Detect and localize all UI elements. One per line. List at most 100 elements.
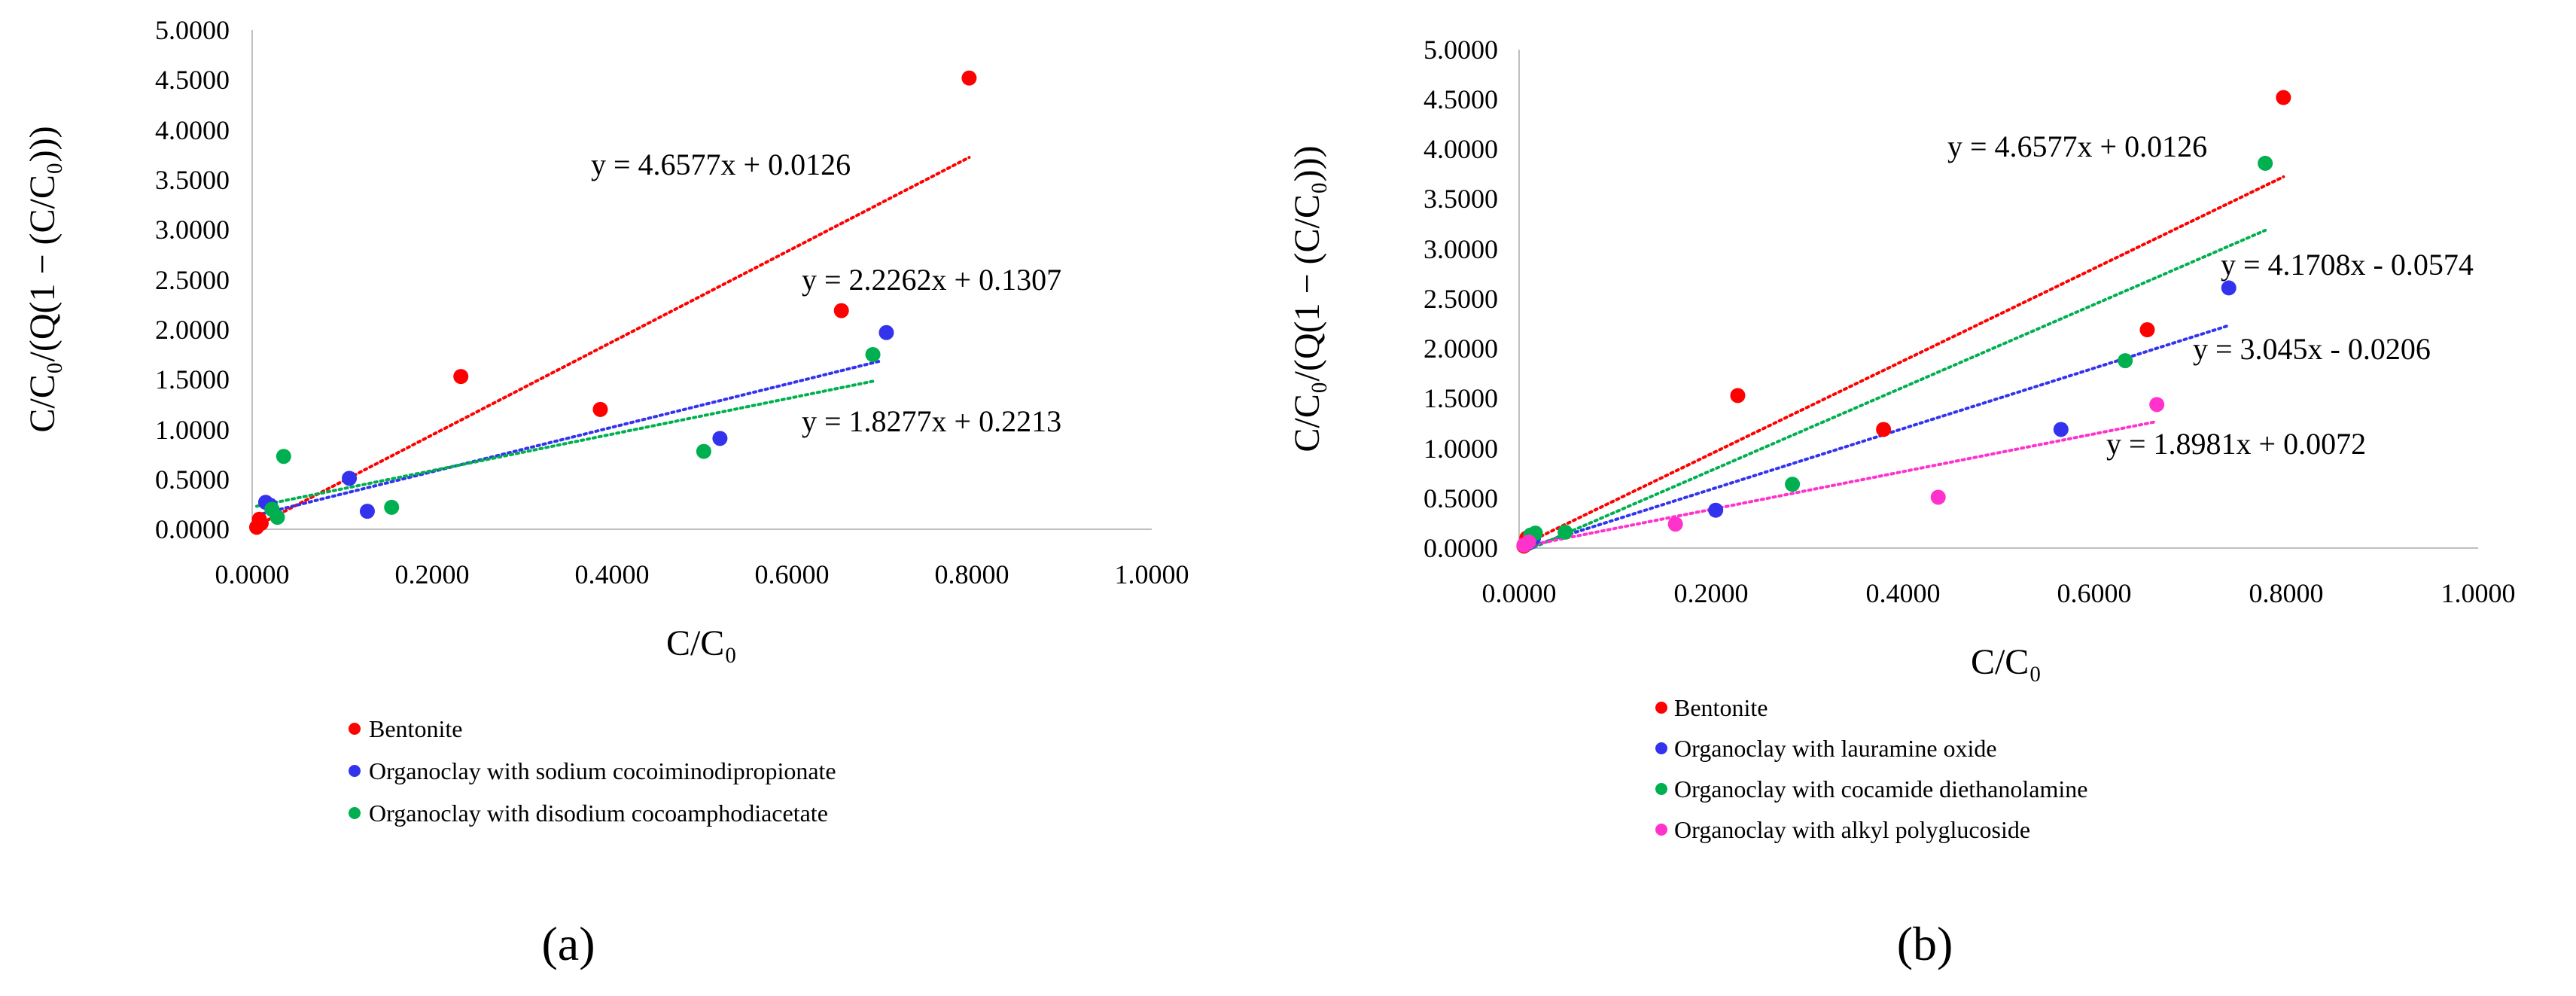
chart-a-legend-marker-cocoiminodipropionate bbox=[349, 765, 361, 777]
chart-a-point-series-1-4 bbox=[712, 431, 728, 446]
chart-a-x-tick: 0.2000 bbox=[395, 559, 470, 589]
chart-a-equation-cocoamphodiacetate: y = 1.8277x + 0.2213 bbox=[802, 404, 1061, 438]
chart-a-trendline-series-2 bbox=[254, 379, 875, 508]
chart-b-trendline-series-2 bbox=[1527, 228, 2267, 552]
chart-b: 0.0000 0.5000 1.0000 1.5000 2.0000 2.500… bbox=[1287, 35, 2516, 970]
chart-b-legend-marker-cocamide bbox=[1655, 783, 1667, 795]
chart-a-point-series-2-3 bbox=[384, 499, 400, 515]
chart-b-y-tick: 4.5000 bbox=[1423, 84, 1498, 114]
chart-a-legend-marker-cocoamphodiacetate bbox=[349, 807, 361, 819]
chart-b-y-tick: 3.5000 bbox=[1423, 184, 1498, 214]
chart-a: 0.0000 0.5000 1.0000 1.5000 2.0000 2.500… bbox=[23, 15, 1189, 970]
chart-b-y-tick: 3.0000 bbox=[1423, 234, 1498, 264]
chart-b-x-tick-labels: 0.0000 0.2000 0.4000 0.6000 0.8000 1.000… bbox=[1482, 578, 2516, 608]
chart-a-y-tick: 3.5000 bbox=[155, 165, 230, 195]
chart-b-y-tick: 2.0000 bbox=[1423, 334, 1498, 364]
chart-b-x-tick: 1.0000 bbox=[2441, 578, 2516, 608]
chart-a-point-series-2-1 bbox=[269, 510, 285, 525]
chart-a-x-tick: 0.8000 bbox=[935, 559, 1009, 589]
chart-a-point-series-0-3 bbox=[453, 369, 469, 385]
chart-b-point-series-1-3 bbox=[2053, 422, 2069, 437]
chart-b-point-series-2-2 bbox=[1557, 524, 1573, 540]
chart-b-legend-marker-bentonite bbox=[1655, 702, 1667, 714]
chart-a-x-axis-title: C/C₀ bbox=[666, 623, 737, 663]
chart-a-trendlines bbox=[251, 156, 971, 530]
chart-b-x-tick: 0.4000 bbox=[1866, 578, 1941, 608]
chart-a-x-tick: 0.6000 bbox=[755, 559, 830, 589]
chart-b-equation-bentonite: y = 4.6577x + 0.0126 bbox=[1947, 129, 2207, 163]
chart-b-equations: y = 4.6577x + 0.0126 y = 4.1708x - 0.057… bbox=[1947, 129, 2474, 461]
chart-b-x-axis-title: C/C₀ bbox=[1971, 642, 2042, 682]
chart-b-legend: Bentonite Organoclay with lauramine oxid… bbox=[1655, 694, 2087, 843]
chart-b-point-series-3-3 bbox=[1930, 489, 1946, 505]
chart-a-y-tick: 1.5000 bbox=[155, 364, 230, 394]
chart-b-panel-label: (b) bbox=[1897, 917, 1953, 970]
chart-a-y-tick-labels: 0.0000 0.5000 1.0000 1.5000 2.0000 2.500… bbox=[155, 15, 230, 544]
chart-a-y-tick: 3.0000 bbox=[155, 215, 230, 245]
chart-b-equation-polyglucoside: y = 1.8981x + 0.0072 bbox=[2106, 427, 2366, 461]
chart-a-points bbox=[248, 70, 977, 535]
chart-a-legend-label: Organoclay with sodium cocoiminodipropio… bbox=[369, 757, 836, 784]
chart-b-x-tick: 0.6000 bbox=[2057, 578, 2132, 608]
chart-a-y-tick: 2.0000 bbox=[155, 315, 230, 345]
chart-a-x-tick: 1.0000 bbox=[1115, 559, 1189, 589]
chart-a-x-tick-labels: 0.0000 0.2000 0.4000 0.6000 0.8000 1.000… bbox=[215, 559, 1189, 589]
chart-b-point-series-3-2 bbox=[1667, 516, 1683, 532]
chart-a-point-series-0-2 bbox=[253, 516, 269, 532]
chart-b-legend-marker-polyglucoside bbox=[1655, 824, 1667, 836]
chart-b-point-series-0-3 bbox=[1730, 388, 1746, 404]
chart-a-y-tick: 0.5000 bbox=[155, 464, 230, 495]
chart-b-point-series-0-5 bbox=[2139, 322, 2155, 338]
chart-a-trendline-series-0 bbox=[251, 156, 971, 530]
chart-a-y-tick: 4.5000 bbox=[155, 65, 230, 95]
chart-b-point-series-2-3 bbox=[1785, 477, 1801, 492]
chart-a-point-series-1-2 bbox=[342, 471, 358, 486]
chart-a-y-tick: 4.0000 bbox=[155, 115, 230, 145]
chart-a-equation-cocoiminodipropionate: y = 2.2262x + 0.1307 bbox=[802, 263, 1061, 297]
chart-b-point-series-1-4 bbox=[2221, 280, 2236, 296]
chart-a-x-tick: 0.4000 bbox=[575, 559, 650, 589]
chart-b-legend-marker-lauramine bbox=[1655, 742, 1667, 754]
chart-b-x-tick: 0.2000 bbox=[1674, 578, 1749, 608]
chart-a-trendline-series-1 bbox=[254, 359, 884, 517]
chart-b-points bbox=[1516, 90, 2291, 554]
chart-a-point-series-1-3 bbox=[359, 504, 375, 519]
chart-b-trendline-series-1 bbox=[1522, 324, 2230, 550]
chart-b-point-series-3-1 bbox=[1521, 535, 1536, 550]
chart-b-equation-lauramine: y = 3.045x - 0.0206 bbox=[2193, 332, 2431, 366]
chart-a-point-series-2-4 bbox=[696, 443, 711, 459]
chart-a-y-axis-title: C/C₀/(Q(1 − (C/C₀))) bbox=[23, 126, 62, 432]
chart-b-trendline-series-3 bbox=[1518, 419, 2159, 550]
chart-b-y-tick: 5.0000 bbox=[1423, 35, 1498, 65]
chart-b-y-tick: 1.0000 bbox=[1423, 434, 1498, 464]
chart-a-point-series-0-4 bbox=[592, 401, 608, 417]
chart-b-x-tick: 0.0000 bbox=[1482, 578, 1557, 608]
chart-b-y-tick-labels: 0.0000 0.5000 1.0000 1.5000 2.0000 2.500… bbox=[1423, 35, 1498, 563]
chart-b-y-axis-title: C/C₀/(Q(1 − (C/C₀))) bbox=[1287, 145, 1327, 452]
chart-b-legend-label: Organoclay with lauramine oxide bbox=[1674, 735, 1997, 762]
chart-a-legend: Bentonite Organoclay with sodium cocoimi… bbox=[349, 715, 836, 827]
chart-b-legend-label: Bentonite bbox=[1674, 694, 1768, 721]
chart-b-point-series-1-2 bbox=[1708, 502, 1724, 518]
chart-a-y-tick: 2.5000 bbox=[155, 265, 230, 295]
chart-a-y-tick: 0.0000 bbox=[155, 514, 230, 544]
chart-a-point-series-0-5 bbox=[833, 303, 849, 318]
chart-b-point-series-2-4 bbox=[2118, 353, 2133, 369]
chart-a-point-series-2-5 bbox=[865, 346, 881, 362]
chart-a-panel-label: (a) bbox=[541, 917, 595, 970]
chart-b-y-tick: 2.5000 bbox=[1423, 284, 1498, 314]
chart-a-y-tick: 5.0000 bbox=[155, 15, 230, 45]
chart-b-legend-label: Organoclay with cocamide diethanolamine bbox=[1674, 775, 2087, 803]
chart-a-legend-label: Bentonite bbox=[369, 715, 462, 742]
chart-a-point-series-0-6 bbox=[961, 70, 977, 86]
chart-b-x-tick: 0.8000 bbox=[2249, 578, 2324, 608]
chart-b-equation-cocamide: y = 4.1708x - 0.0574 bbox=[2221, 248, 2474, 282]
chart-b-trendlines bbox=[1518, 175, 2285, 552]
chart-b-trendline-series-0 bbox=[1518, 175, 2285, 549]
chart-b-legend-label: Organoclay with alkyl polyglucoside bbox=[1674, 816, 2030, 843]
chart-b-y-tick: 0.0000 bbox=[1423, 533, 1498, 563]
chart-b-point-series-0-4 bbox=[1876, 422, 1892, 437]
chart-a-equation-bentonite: y = 4.6577x + 0.0126 bbox=[591, 148, 851, 181]
chart-a-point-series-1-5 bbox=[878, 324, 894, 340]
chart-b-point-series-3-4 bbox=[2149, 397, 2165, 413]
